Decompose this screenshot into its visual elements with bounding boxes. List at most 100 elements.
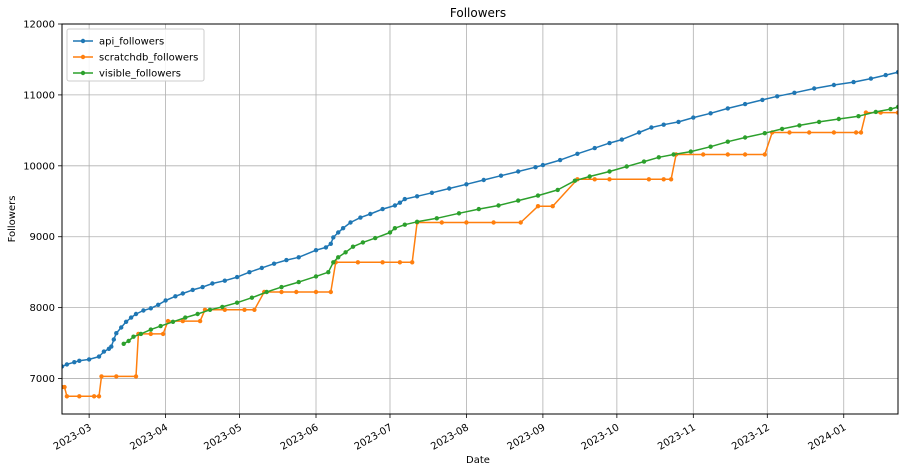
data-point <box>328 289 333 295</box>
data-point <box>336 230 341 235</box>
data-point <box>340 226 346 231</box>
data-point <box>77 358 82 363</box>
data-point <box>158 323 163 329</box>
data-point <box>742 135 748 140</box>
legend-swatch-marker <box>80 38 86 44</box>
data-point <box>434 216 439 221</box>
data-point <box>96 354 102 359</box>
data-point <box>516 198 521 203</box>
data-point <box>242 307 247 312</box>
y-tick-label: 12000 <box>23 20 55 31</box>
data-point <box>797 123 802 128</box>
data-point <box>195 311 200 317</box>
data-point <box>252 307 257 312</box>
data-point <box>296 255 301 260</box>
data-point <box>348 220 353 225</box>
data-point <box>197 318 203 324</box>
plot-frame <box>61 23 899 415</box>
data-point <box>264 289 269 295</box>
data-point <box>641 159 647 164</box>
legend-swatch-marker <box>80 54 86 60</box>
data-point <box>64 394 70 399</box>
data-point <box>607 169 612 174</box>
data-point <box>688 149 693 154</box>
data-point <box>575 151 580 156</box>
data-point <box>656 155 661 160</box>
data-point <box>742 101 748 107</box>
data-point <box>131 334 136 339</box>
series-visible_followers <box>121 104 898 346</box>
data-point <box>133 311 139 317</box>
data-point <box>691 115 696 120</box>
data-point <box>343 250 348 255</box>
data-point <box>851 79 856 85</box>
data-point <box>447 186 452 191</box>
data-point <box>313 289 319 295</box>
data-point <box>109 344 114 349</box>
data-point <box>816 119 822 125</box>
data-point <box>64 362 70 367</box>
data-point <box>234 274 240 280</box>
data-point <box>336 255 341 260</box>
data-point <box>476 206 481 212</box>
data-point <box>742 152 748 157</box>
data-point <box>170 319 176 324</box>
data-point <box>725 106 730 111</box>
data-point <box>392 203 398 208</box>
data-point <box>868 76 874 81</box>
legend-label: api_followers <box>99 37 164 48</box>
data-point <box>294 289 299 295</box>
data-point <box>414 219 420 224</box>
data-point <box>668 177 674 182</box>
data-point <box>138 331 144 337</box>
data-point <box>123 319 129 324</box>
series-api_followers <box>62 70 898 369</box>
data-point <box>183 315 188 320</box>
data-point <box>368 211 373 217</box>
y-tick-label: 8000 <box>30 303 55 314</box>
data-point <box>725 139 730 144</box>
data-point <box>646 177 652 182</box>
data-point <box>200 284 205 290</box>
data-point <box>518 220 523 225</box>
data-point <box>128 315 134 320</box>
data-point <box>210 281 215 286</box>
data-point <box>592 145 597 151</box>
data-point <box>328 241 333 246</box>
data-point <box>701 152 706 157</box>
data-point <box>392 226 398 231</box>
data-point <box>62 384 67 390</box>
legend-label: visible_followers <box>99 69 181 80</box>
data-point <box>624 164 629 169</box>
data-point <box>397 200 403 205</box>
data-point <box>592 177 597 182</box>
data-point <box>180 291 185 296</box>
data-point <box>360 240 366 245</box>
data-point <box>708 144 713 149</box>
data-point <box>787 130 792 135</box>
data-point <box>387 230 393 235</box>
data-point <box>313 248 319 253</box>
data-point <box>661 177 666 182</box>
data-point <box>491 220 496 225</box>
data-point <box>350 244 356 249</box>
data-point <box>671 152 676 157</box>
data-point <box>101 349 107 354</box>
data-point <box>587 174 592 179</box>
data-point <box>555 187 560 193</box>
data-point <box>836 116 841 122</box>
data-point <box>234 300 240 305</box>
data-point <box>762 131 767 136</box>
data-point <box>111 337 117 342</box>
data-point <box>831 130 837 135</box>
data-point <box>853 130 859 135</box>
data-point <box>323 245 329 250</box>
data-point <box>858 130 864 135</box>
y-tick-label: 11000 <box>23 90 55 101</box>
data-point <box>775 94 780 99</box>
data-point <box>533 165 538 170</box>
data-point <box>148 306 153 311</box>
data-point <box>119 325 124 330</box>
data-point <box>410 260 415 265</box>
